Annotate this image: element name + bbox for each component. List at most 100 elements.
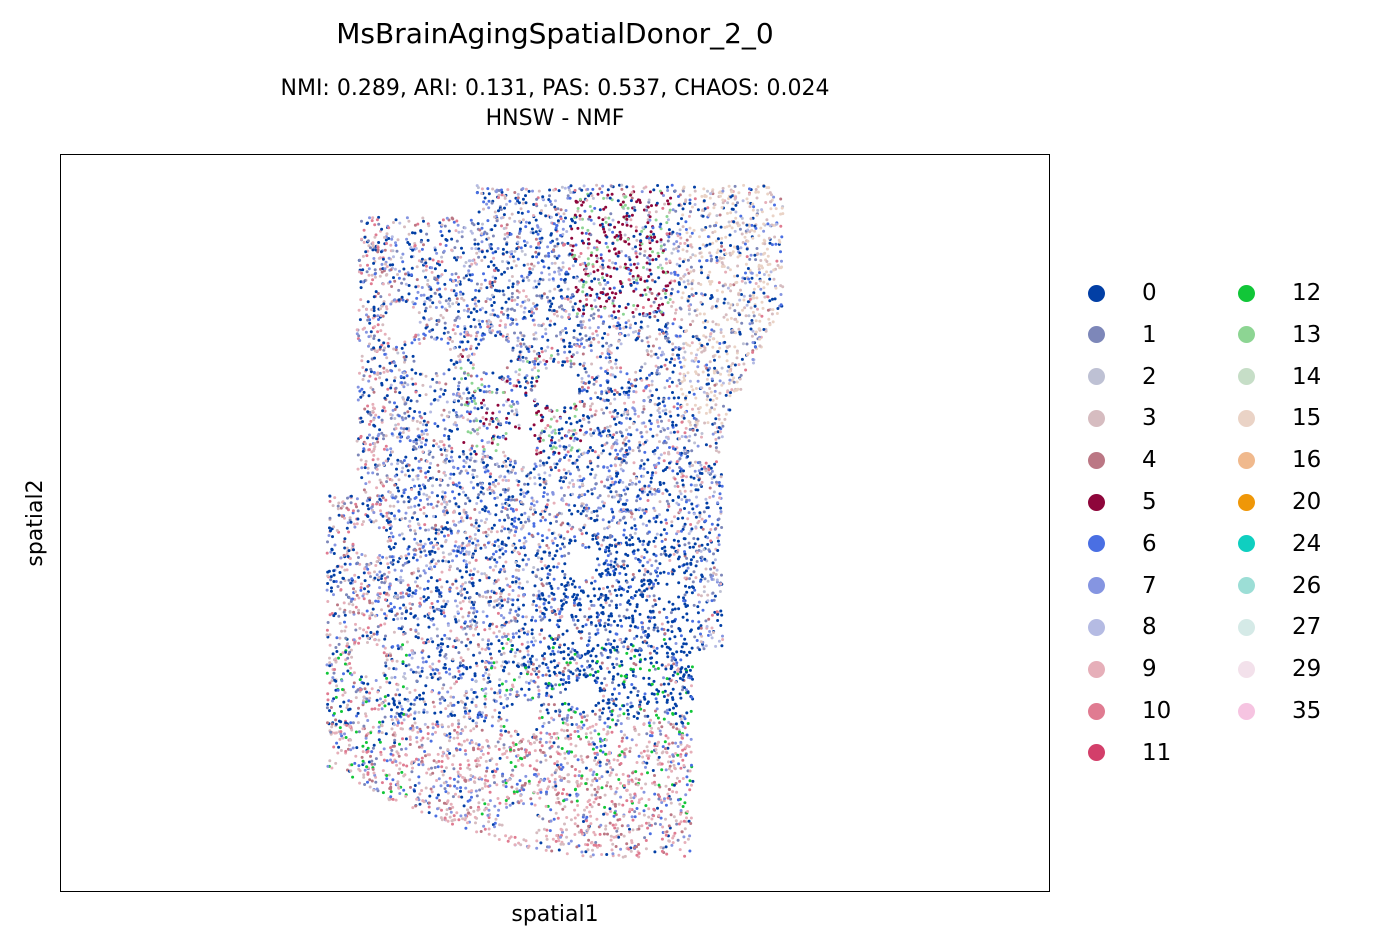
scatter-point	[343, 537, 347, 541]
scatter-point	[704, 644, 708, 648]
scatter-point	[570, 227, 574, 231]
scatter-point	[588, 810, 592, 814]
scatter-point	[515, 322, 519, 326]
scatter-point	[483, 509, 487, 513]
scatter-point	[557, 469, 561, 472]
scatter-point	[463, 596, 467, 600]
scatter-point	[380, 270, 384, 274]
scatter-point	[671, 687, 675, 691]
scatter-point	[424, 528, 428, 532]
scatter-point	[609, 464, 613, 468]
scatter-point	[641, 543, 645, 547]
scatter-point	[619, 463, 622, 467]
scatter-point	[440, 570, 444, 574]
scatter-point	[473, 296, 477, 300]
scatter-point	[578, 332, 582, 336]
scatter-point	[600, 572, 604, 576]
scatter-point	[560, 185, 564, 189]
scatter-point	[648, 619, 652, 623]
scatter-point	[462, 715, 466, 719]
scatter-point	[505, 416, 509, 420]
scatter-point	[691, 677, 694, 681]
scatter-point	[649, 487, 653, 491]
scatter-point	[628, 543, 632, 547]
scatter-point	[519, 546, 523, 550]
metrics-line: NMI: 0.289, ARI: 0.131, PAS: 0.537, CHAO…	[280, 76, 830, 101]
scatter-point	[328, 499, 332, 503]
scatter-point	[634, 390, 638, 394]
scatter-point	[419, 550, 423, 554]
scatter-point	[736, 264, 740, 268]
scatter-point	[351, 542, 355, 546]
scatter-point	[548, 188, 552, 192]
scatter-point	[549, 755, 553, 759]
scatter-point	[593, 751, 597, 755]
scatter-point	[376, 371, 380, 375]
scatter-point	[622, 704, 626, 708]
scatter-point	[631, 185, 635, 189]
scatter-point	[698, 259, 702, 263]
scatter-point	[398, 742, 401, 746]
scatter-point	[654, 471, 658, 475]
scatter-point	[510, 498, 514, 502]
scatter-point	[494, 503, 498, 507]
scatter-point	[463, 749, 467, 753]
scatter-point	[441, 218, 445, 222]
scatter-point	[537, 246, 541, 250]
scatter-point	[599, 305, 603, 308]
scatter-point	[524, 225, 528, 229]
scatter-point	[623, 438, 627, 442]
scatter-point	[573, 539, 577, 543]
scatter-point	[617, 683, 621, 687]
scatter-point	[587, 374, 591, 378]
scatter-point	[599, 667, 603, 670]
scatter-point	[567, 681, 571, 684]
scatter-point	[736, 201, 739, 205]
scatter-point	[486, 187, 490, 191]
scatter-point	[622, 459, 626, 463]
scatter-point	[746, 300, 750, 304]
scatter-point	[379, 561, 383, 565]
scatter-point	[611, 718, 615, 722]
scatter-point	[654, 364, 658, 368]
scatter-point	[474, 703, 478, 707]
scatter-point	[567, 444, 571, 448]
scatter-point	[714, 446, 718, 450]
scatter-point	[717, 281, 721, 285]
scatter-point	[648, 651, 652, 655]
scatter-point	[434, 814, 438, 818]
scatter-point	[630, 815, 634, 819]
scatter-point	[532, 508, 536, 512]
scatter-point	[631, 543, 635, 546]
scatter-point	[657, 254, 661, 258]
scatter-point	[683, 378, 686, 382]
scatter-point	[469, 452, 473, 456]
scatter-point	[368, 691, 372, 695]
scatter-point	[378, 570, 382, 574]
scatter-point	[485, 407, 489, 411]
scatter-point	[459, 366, 463, 370]
scatter-point	[675, 822, 679, 826]
scatter-point	[547, 594, 551, 598]
scatter-point	[556, 242, 560, 246]
scatter-point	[487, 510, 490, 514]
scatter-point	[401, 466, 405, 470]
scatter-point	[518, 229, 522, 233]
scatter-point	[583, 493, 587, 497]
scatter-point	[367, 394, 371, 398]
scatter-point	[546, 711, 550, 715]
scatter-point	[756, 190, 760, 194]
scatter-point	[462, 371, 466, 375]
scatter-point	[536, 369, 540, 373]
scatter-point	[762, 286, 766, 290]
scatter-point	[610, 389, 614, 393]
scatter-point	[442, 769, 446, 773]
scatter-point	[666, 620, 670, 624]
scatter-point	[560, 427, 564, 431]
scatter-point	[553, 536, 557, 540]
scatter-point	[430, 549, 434, 553]
scatter-point	[670, 769, 674, 773]
scatter-point	[734, 216, 738, 220]
scatter-point	[525, 474, 529, 478]
scatter-point	[673, 766, 677, 770]
